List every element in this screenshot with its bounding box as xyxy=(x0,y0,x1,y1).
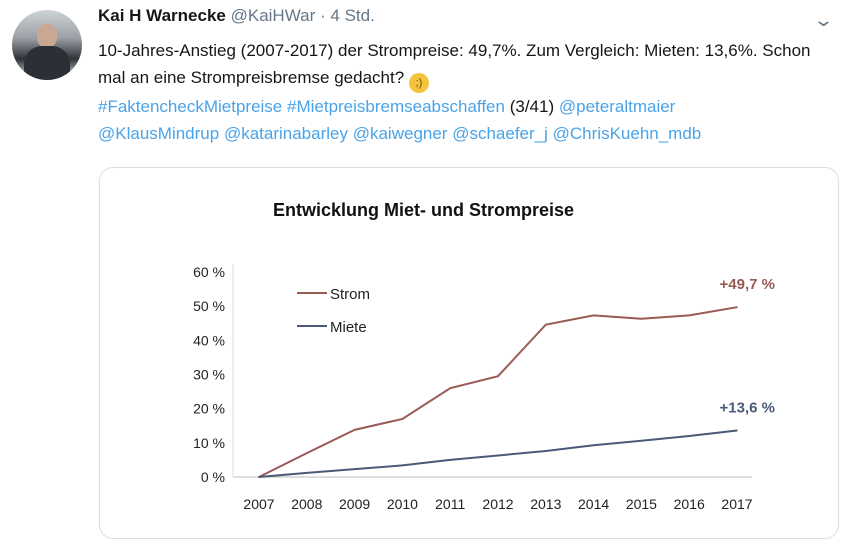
data-point xyxy=(736,429,738,432)
data-point xyxy=(592,444,595,447)
data-point xyxy=(545,450,547,452)
end-label: +13,6 % xyxy=(720,400,775,417)
y-tick-label: 30 % xyxy=(193,367,225,383)
tweet-time[interactable]: 4 Std. xyxy=(330,6,375,25)
data-point xyxy=(353,429,356,431)
x-tick-label: 2009 xyxy=(339,496,370,512)
avatar[interactable] xyxy=(12,10,82,80)
hashtag[interactable]: #FaktencheckMietpreise xyxy=(98,97,283,116)
hashtag[interactable]: #Mietpreisbremseabschaffen xyxy=(287,97,505,116)
data-point xyxy=(401,464,404,467)
data-point xyxy=(401,418,404,420)
x-tick-label: 2010 xyxy=(387,496,418,512)
y-tick-label: 50 % xyxy=(193,298,225,314)
y-tick-label: 20 % xyxy=(193,401,225,417)
end-label: +49,7 % xyxy=(720,276,775,293)
data-point xyxy=(640,439,643,442)
data-point xyxy=(688,435,690,437)
x-tick-label: 2017 xyxy=(721,496,752,512)
data-point xyxy=(545,323,547,326)
legend-label: Miete xyxy=(330,319,367,336)
separator: · xyxy=(319,6,326,25)
x-tick-label: 2012 xyxy=(482,496,513,512)
x-tick-label: 2016 xyxy=(674,496,705,512)
mention[interactable]: @peteraltmaier xyxy=(558,97,676,116)
data-point xyxy=(640,318,643,320)
mention[interactable]: @kaiwegner xyxy=(352,124,448,143)
mention[interactable]: @schaefer_j xyxy=(452,124,548,143)
data-point xyxy=(353,468,356,470)
y-tick-label: 60 % xyxy=(193,264,225,280)
tweet-body: 10-Jahres-Anstieg (2007-2017) der Stromp… xyxy=(98,41,811,87)
tweet-text: 10-Jahres-Anstieg (2007-2017) der Stromp… xyxy=(98,37,828,147)
y-tick-label: 0 % xyxy=(201,469,225,485)
x-tick-label: 2007 xyxy=(243,496,274,512)
data-point xyxy=(497,375,499,378)
data-point xyxy=(306,452,308,454)
data-point xyxy=(449,459,452,461)
data-point xyxy=(736,306,738,308)
x-tick-label: 2015 xyxy=(626,496,657,512)
legend-label: Strom xyxy=(330,286,370,303)
x-tick-label: 2011 xyxy=(435,496,465,512)
data-point xyxy=(306,472,308,474)
winking-face-icon: ;) xyxy=(408,73,429,93)
y-tick-label: 40 % xyxy=(193,332,225,348)
chart-title: Entwicklung Miet- und Strompreise xyxy=(272,200,575,220)
avatar-head xyxy=(37,24,57,48)
data-point xyxy=(592,314,595,317)
tweet-header: Kai H Warnecke @KaiHWar · 4 Std. xyxy=(98,6,375,26)
x-tick-label: 2014 xyxy=(578,496,609,512)
data-point xyxy=(449,387,452,389)
series-line-miete xyxy=(258,429,738,478)
data-point xyxy=(688,314,690,317)
x-tick-label: 2013 xyxy=(530,496,561,512)
author-name[interactable]: Kai H Warnecke xyxy=(98,6,226,25)
mention[interactable]: @katarinabarley xyxy=(223,124,348,143)
thread-counter: (3/41) xyxy=(509,97,555,116)
x-tick-label: 2008 xyxy=(291,496,322,512)
avatar-body xyxy=(24,46,70,80)
line-chart: 0 % 10 % 20 % 30 % 40 % 50 % 60 % 2007 2008 2009 2… xyxy=(193,264,775,512)
chevron-down-icon[interactable]: ⌄ xyxy=(812,10,835,30)
data-point xyxy=(258,476,260,478)
mention[interactable]: @ChrisKuehn_mdb xyxy=(552,124,702,143)
mention[interactable]: @KlausMindrup xyxy=(98,124,220,143)
author-handle[interactable]: @KaiHWar xyxy=(230,6,316,25)
data-point xyxy=(497,454,499,457)
y-tick-label: 10 % xyxy=(193,435,225,451)
